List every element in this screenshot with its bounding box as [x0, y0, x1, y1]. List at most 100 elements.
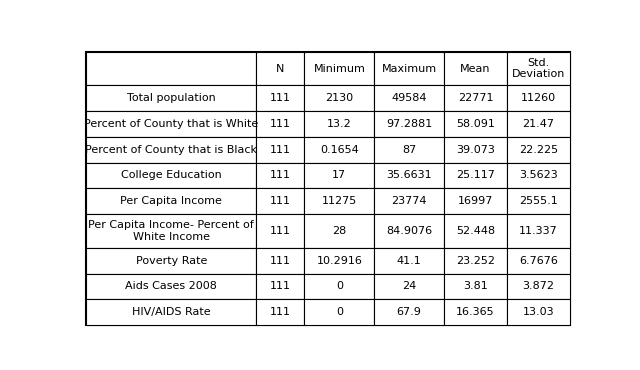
Text: 39.073: 39.073: [456, 145, 495, 155]
Bar: [86, 85, 257, 111]
Bar: [86, 248, 257, 274]
Text: 23.252: 23.252: [456, 256, 495, 266]
Text: 16.365: 16.365: [456, 307, 495, 317]
Text: N: N: [276, 64, 285, 74]
Text: 111: 111: [270, 256, 291, 266]
Text: 13.2: 13.2: [327, 119, 352, 129]
Text: 11275: 11275: [322, 196, 357, 206]
Bar: [444, 162, 507, 188]
Text: 0.1654: 0.1654: [320, 145, 359, 155]
Bar: [257, 111, 305, 137]
Text: 22771: 22771: [458, 93, 493, 103]
Bar: [257, 51, 305, 85]
Text: College Education: College Education: [121, 171, 221, 181]
Text: 111: 111: [270, 171, 291, 181]
Text: 49584: 49584: [392, 93, 427, 103]
Bar: [374, 248, 444, 274]
Text: 23774: 23774: [392, 196, 427, 206]
Text: Per Capita Income: Per Capita Income: [120, 196, 222, 206]
Text: Aids Cases 2008: Aids Cases 2008: [125, 282, 217, 292]
Text: 84.9076: 84.9076: [386, 226, 432, 236]
Bar: [305, 188, 374, 214]
Text: 87: 87: [402, 145, 416, 155]
Bar: [257, 85, 305, 111]
Text: Mean: Mean: [460, 64, 491, 74]
Bar: [374, 214, 444, 248]
Bar: [444, 274, 507, 299]
Text: 13.03: 13.03: [523, 307, 554, 317]
Text: Total population: Total population: [127, 93, 216, 103]
Text: 58.091: 58.091: [456, 119, 495, 129]
Text: 3.81: 3.81: [463, 282, 488, 292]
Bar: [507, 111, 570, 137]
Text: 28: 28: [332, 226, 346, 236]
Bar: [374, 162, 444, 188]
Text: 111: 111: [270, 307, 291, 317]
Text: 67.9: 67.9: [397, 307, 422, 317]
Text: 6.7676: 6.7676: [519, 256, 558, 266]
Text: 0: 0: [336, 307, 343, 317]
Text: 25.117: 25.117: [456, 171, 495, 181]
Text: Poverty Rate: Poverty Rate: [136, 256, 207, 266]
Text: 97.2881: 97.2881: [386, 119, 432, 129]
Bar: [257, 162, 305, 188]
Bar: [444, 51, 507, 85]
Bar: [257, 299, 305, 325]
Text: 41.1: 41.1: [397, 256, 422, 266]
Bar: [86, 214, 257, 248]
Bar: [257, 248, 305, 274]
Text: Per Capita Income- Percent of
White Income: Per Capita Income- Percent of White Inco…: [88, 220, 254, 242]
Bar: [444, 85, 507, 111]
Bar: [305, 162, 374, 188]
Text: 16997: 16997: [458, 196, 493, 206]
Text: Maximum: Maximum: [381, 64, 436, 74]
Bar: [507, 274, 570, 299]
Text: 111: 111: [270, 119, 291, 129]
Bar: [305, 111, 374, 137]
Bar: [507, 137, 570, 162]
Bar: [86, 51, 257, 85]
Bar: [305, 214, 374, 248]
Text: 10.2916: 10.2916: [316, 256, 362, 266]
Bar: [305, 248, 374, 274]
Text: 24: 24: [402, 282, 416, 292]
Bar: [507, 188, 570, 214]
Text: 2555.1: 2555.1: [519, 196, 558, 206]
Text: 11260: 11260: [521, 93, 556, 103]
Text: HIV/AIDS Rate: HIV/AIDS Rate: [132, 307, 211, 317]
Text: 17: 17: [332, 171, 346, 181]
Bar: [507, 248, 570, 274]
Text: Percent of County that is Black: Percent of County that is Black: [85, 145, 257, 155]
Text: 111: 111: [270, 145, 291, 155]
Text: 111: 111: [270, 226, 291, 236]
Bar: [86, 111, 257, 137]
Bar: [444, 248, 507, 274]
Bar: [444, 299, 507, 325]
Bar: [86, 299, 257, 325]
Bar: [86, 188, 257, 214]
Text: 21.47: 21.47: [522, 119, 554, 129]
Bar: [86, 137, 257, 162]
Bar: [374, 274, 444, 299]
Bar: [305, 137, 374, 162]
Text: 111: 111: [270, 93, 291, 103]
Bar: [507, 299, 570, 325]
Bar: [507, 51, 570, 85]
Bar: [305, 51, 374, 85]
Text: 22.225: 22.225: [519, 145, 558, 155]
Bar: [374, 299, 444, 325]
Bar: [507, 214, 570, 248]
Bar: [444, 188, 507, 214]
Bar: [257, 214, 305, 248]
Bar: [257, 137, 305, 162]
Text: 111: 111: [270, 196, 291, 206]
Bar: [374, 137, 444, 162]
Text: 0: 0: [336, 282, 343, 292]
Text: Percent of County that is White: Percent of County that is White: [84, 119, 259, 129]
Bar: [305, 299, 374, 325]
Text: 11.337: 11.337: [519, 226, 558, 236]
Bar: [507, 162, 570, 188]
Bar: [86, 274, 257, 299]
Text: Minimum: Minimum: [314, 64, 365, 74]
Text: 111: 111: [270, 282, 291, 292]
